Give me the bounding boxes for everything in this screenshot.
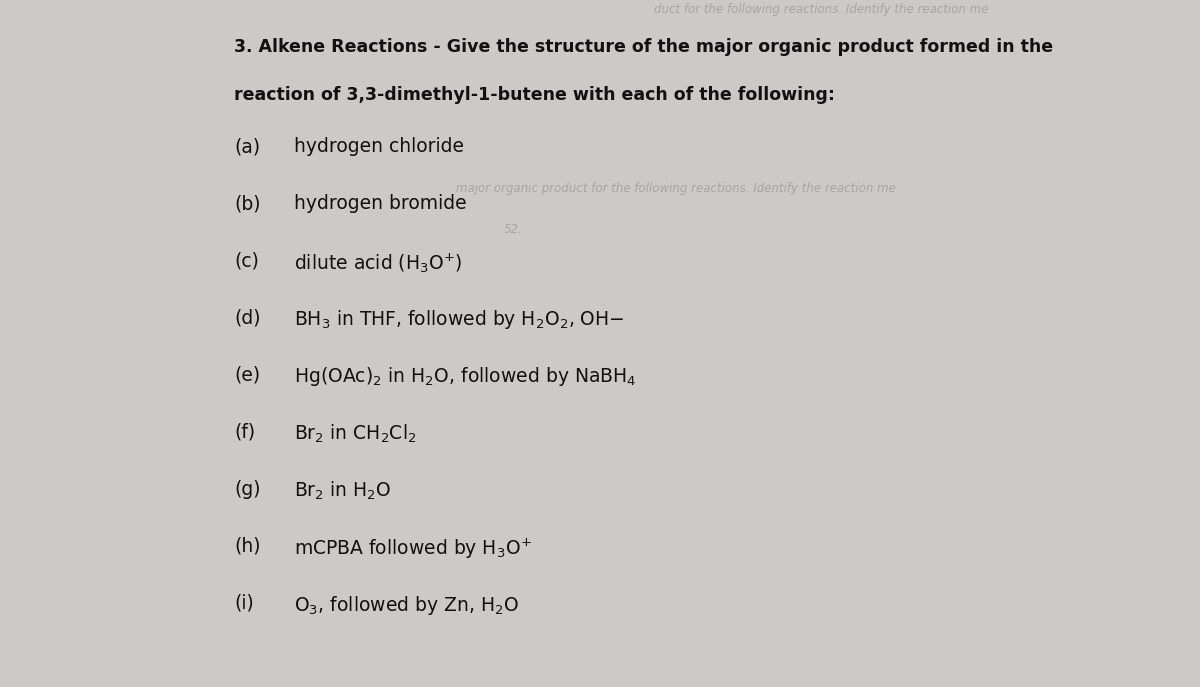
Text: major organic product for the following reactions. Identify the reaction me: major organic product for the following … xyxy=(456,182,896,195)
Text: mCPBA followed by H$_{3}$O$^{+}$: mCPBA followed by H$_{3}$O$^{+}$ xyxy=(294,537,532,561)
Text: (g): (g) xyxy=(234,480,260,499)
Text: hydrogen bromide: hydrogen bromide xyxy=(294,194,467,214)
Text: dilute acid (H$_{3}$O$^{+}$): dilute acid (H$_{3}$O$^{+}$) xyxy=(294,251,462,275)
Text: BH$_{3}$ in THF, followed by H$_{2}$O$_{2}$, OH−: BH$_{3}$ in THF, followed by H$_{2}$O$_{… xyxy=(294,308,624,331)
Text: (c): (c) xyxy=(234,251,259,271)
Text: (b): (b) xyxy=(234,194,260,214)
Text: Br$_{2}$ in H$_{2}$O: Br$_{2}$ in H$_{2}$O xyxy=(294,480,391,502)
Text: (e): (e) xyxy=(234,365,260,385)
Text: 52.: 52. xyxy=(504,223,523,236)
Text: reaction of 3,3-dimethyl-1-butene with each of the following:: reaction of 3,3-dimethyl-1-butene with e… xyxy=(234,86,835,104)
Text: Hg(OAc)$_{2}$ in H$_{2}$O, followed by NaBH$_{4}$: Hg(OAc)$_{2}$ in H$_{2}$O, followed by N… xyxy=(294,365,636,388)
Text: (h): (h) xyxy=(234,537,260,556)
Text: 3. Alkene Reactions - Give the structure of the major organic product formed in : 3. Alkene Reactions - Give the structure… xyxy=(234,38,1054,56)
Text: Br$_{2}$ in CH$_{2}$Cl$_{2}$: Br$_{2}$ in CH$_{2}$Cl$_{2}$ xyxy=(294,423,416,444)
Text: (f): (f) xyxy=(234,423,256,442)
Text: (i): (i) xyxy=(234,594,253,613)
Text: O$_{3}$, followed by Zn, H$_{2}$O: O$_{3}$, followed by Zn, H$_{2}$O xyxy=(294,594,518,616)
Text: hydrogen chloride: hydrogen chloride xyxy=(294,137,464,157)
Text: (a): (a) xyxy=(234,137,260,157)
Text: duct for the following reactions. Identify the reaction me: duct for the following reactions. Identi… xyxy=(654,3,989,16)
Text: (d): (d) xyxy=(234,308,260,328)
